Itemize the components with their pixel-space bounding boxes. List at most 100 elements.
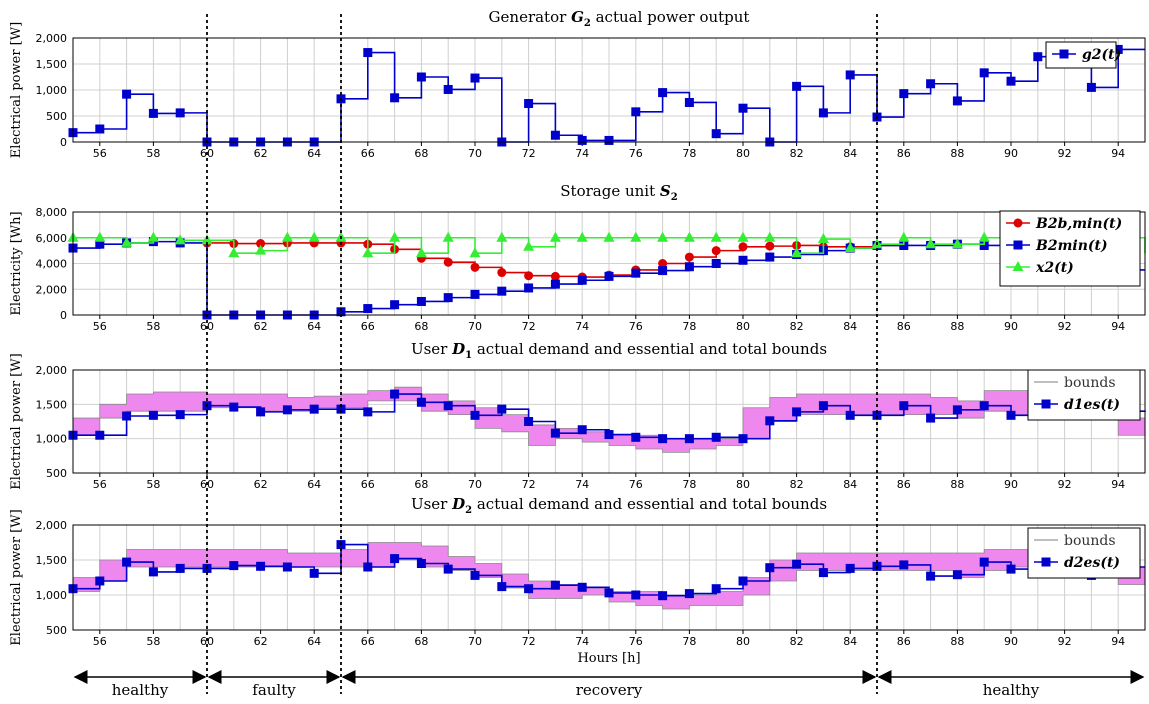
y-tick-label: 500 bbox=[46, 624, 67, 637]
data-point bbox=[470, 289, 480, 299]
legend: g2(t) bbox=[1045, 41, 1121, 69]
data-point bbox=[844, 242, 856, 253]
x-tick-label: 94 bbox=[1111, 478, 1125, 491]
data-point bbox=[818, 401, 828, 411]
data-point bbox=[390, 554, 400, 564]
data-point bbox=[523, 240, 535, 251]
x-tick-label: 84 bbox=[843, 147, 857, 160]
x-tick-label: 66 bbox=[361, 478, 375, 491]
data-point bbox=[791, 247, 803, 258]
data-point bbox=[470, 73, 480, 83]
x-tick-label: 80 bbox=[736, 320, 750, 333]
data-point bbox=[684, 589, 694, 599]
data-point bbox=[631, 590, 641, 600]
data-point bbox=[979, 557, 989, 567]
data-point bbox=[658, 434, 668, 444]
y-tick-label: 2,000 bbox=[36, 32, 68, 45]
data-point bbox=[631, 268, 641, 278]
x-tick-label: 68 bbox=[414, 635, 428, 648]
y-tick-label: 500 bbox=[46, 110, 67, 123]
data-point bbox=[175, 563, 185, 573]
y-tick-label: 2,000 bbox=[36, 519, 68, 532]
x-tick-label: 70 bbox=[468, 635, 482, 648]
x-tick-label: 64 bbox=[307, 147, 321, 160]
data-point bbox=[94, 231, 106, 242]
data-point bbox=[256, 407, 266, 417]
data-point bbox=[416, 397, 426, 407]
data-point bbox=[952, 570, 962, 580]
data-point bbox=[630, 231, 642, 242]
chart-panel-4: 500 1,000 1,500 2,000 56 58 60 62 64 66 68 70 72 74 76… bbox=[9, 495, 1146, 648]
x-tick-label: 62 bbox=[254, 478, 268, 491]
legend-marker bbox=[1013, 240, 1023, 250]
data-point bbox=[95, 124, 105, 134]
x-tick-label: 62 bbox=[254, 320, 268, 333]
data-point bbox=[818, 568, 828, 578]
data-point bbox=[577, 582, 587, 592]
data-point bbox=[550, 271, 560, 281]
legend: B2b,min(t) B2min(t) x2(t) bbox=[999, 210, 1141, 287]
legend-box bbox=[1027, 369, 1141, 421]
data-point bbox=[684, 262, 694, 272]
legend-label: bounds bbox=[1064, 375, 1116, 391]
x-tick-label: 58 bbox=[146, 320, 160, 333]
legend-label: x2(t) bbox=[1035, 260, 1074, 276]
data-point bbox=[416, 72, 426, 82]
data-point bbox=[470, 410, 480, 420]
data-point bbox=[952, 96, 962, 106]
x-tick-label: 62 bbox=[254, 635, 268, 648]
x-tick-label: 64 bbox=[307, 635, 321, 648]
x-tick-label: 92 bbox=[1058, 478, 1072, 491]
x-tick-label: 72 bbox=[522, 320, 536, 333]
x-tick-label: 80 bbox=[736, 478, 750, 491]
data-point bbox=[550, 130, 560, 140]
data-point bbox=[1006, 564, 1016, 574]
x-tick-label: 80 bbox=[736, 635, 750, 648]
x-tick-label: 92 bbox=[1058, 635, 1072, 648]
data-point bbox=[362, 247, 374, 258]
data-point bbox=[792, 81, 802, 91]
data-point bbox=[121, 236, 133, 247]
data-point bbox=[390, 93, 400, 103]
data-point bbox=[577, 275, 587, 285]
data-point bbox=[710, 231, 722, 242]
data-point bbox=[363, 562, 373, 572]
x-tick-label: 88 bbox=[950, 478, 964, 491]
x-tick-label: 66 bbox=[361, 635, 375, 648]
data-point bbox=[631, 107, 641, 117]
data-point bbox=[497, 582, 507, 592]
x-tick-label: 76 bbox=[629, 147, 643, 160]
phase-label: recovery bbox=[576, 681, 643, 699]
legend-label: g2(t) bbox=[1082, 47, 1121, 63]
data-point bbox=[925, 238, 937, 249]
x-tick-label: 58 bbox=[146, 478, 160, 491]
data-point bbox=[684, 434, 694, 444]
x-tick-label: 92 bbox=[1058, 320, 1072, 333]
data-point bbox=[443, 401, 453, 411]
data-point bbox=[926, 413, 936, 423]
data-point bbox=[898, 231, 910, 242]
x-axis-label: Hours [h] bbox=[577, 651, 640, 666]
y-tick-label: 1,000 bbox=[36, 433, 68, 446]
x-tick-label: 90 bbox=[1004, 320, 1018, 333]
data-point bbox=[684, 252, 694, 262]
data-point bbox=[389, 231, 401, 242]
x-tick-label: 70 bbox=[468, 147, 482, 160]
phase-recovery: recovery bbox=[341, 670, 877, 699]
data-point bbox=[443, 257, 453, 267]
x-tick-label: 88 bbox=[950, 635, 964, 648]
x-tick-label: 86 bbox=[897, 320, 911, 333]
chart-panel-3: 5001,0001,5002,0005658606264666870727476… bbox=[9, 340, 1146, 491]
data-point bbox=[576, 231, 588, 242]
data-point bbox=[443, 564, 453, 574]
legend-box bbox=[1027, 527, 1141, 579]
y-tick-label: 1,500 bbox=[36, 58, 68, 71]
data-point bbox=[309, 568, 319, 578]
data-point bbox=[256, 239, 266, 249]
data-point bbox=[899, 401, 909, 411]
x-tick-label: 78 bbox=[682, 320, 696, 333]
data-point bbox=[443, 293, 453, 303]
x-tick-label: 84 bbox=[843, 478, 857, 491]
data-point bbox=[765, 241, 775, 251]
